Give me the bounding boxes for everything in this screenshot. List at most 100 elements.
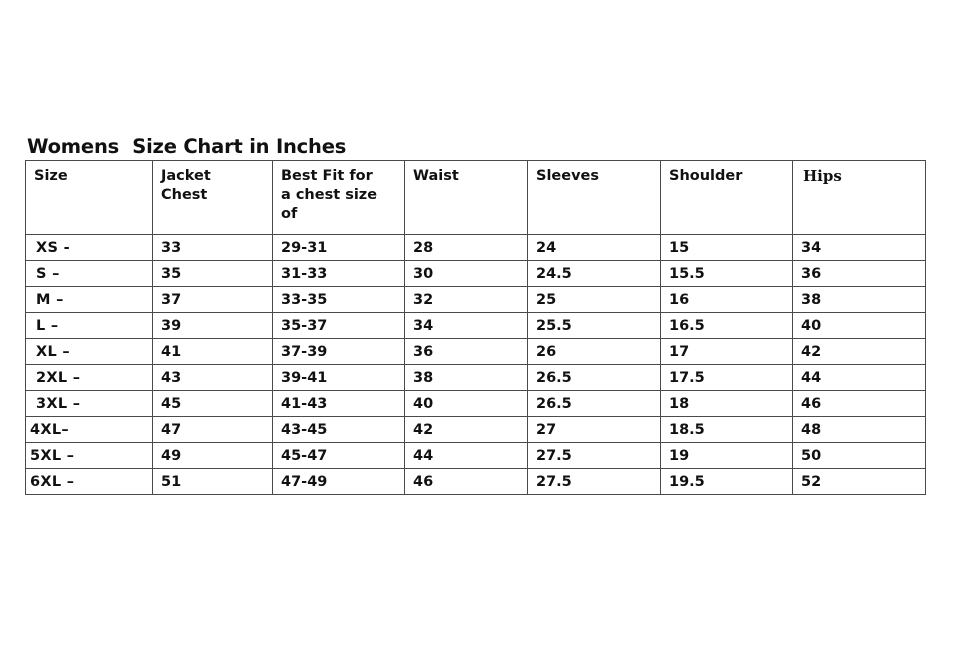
cell-hips: 42 — [792, 338, 926, 365]
column-header-waist: Waist — [404, 160, 528, 235]
table-header-row: Size Jacket Chest Best Fit for a chest s… — [25, 160, 926, 235]
cell-hips: 52 — [792, 468, 926, 495]
cell-hips: 36 — [792, 260, 926, 287]
table-row: 4XL– 47 43-45 42 27 18.5 48 — [25, 416, 926, 443]
size-chart-table: Size Jacket Chest Best Fit for a chest s… — [25, 160, 926, 495]
cell-shoulder: 19 — [660, 442, 793, 469]
cell-size: S – — [25, 260, 153, 287]
cell-jacket-chest: 37 — [152, 286, 273, 313]
cell-jacket-chest: 35 — [152, 260, 273, 287]
cell-best-fit: 31-33 — [272, 260, 405, 287]
cell-waist: 28 — [404, 234, 528, 261]
column-header-size-label: Size — [34, 168, 68, 184]
cell-sleeves: 26.5 — [527, 390, 661, 417]
column-header-shoulder: Shoulder — [660, 160, 793, 235]
column-header-hips-label: Hips — [803, 167, 842, 185]
table-row: 6XL –51 47-49 46 27.5 19.5 52 — [25, 468, 926, 495]
cell-sleeves: 25.5 — [527, 312, 661, 339]
cell-hips: 46 — [792, 390, 926, 417]
size-chart-container: Womens Size Chart in Inches Size Jacket … — [25, 135, 926, 495]
table-row: XL –41 37-39 36 26 17 42 — [25, 338, 926, 365]
cell-waist: 32 — [404, 286, 528, 313]
cell-size: 6XL – — [25, 468, 153, 495]
cell-shoulder: 19.5 — [660, 468, 793, 495]
cell-shoulder: 17.5 — [660, 364, 793, 391]
table-row: 2XL –43 39-41 38 26.5 17.5 44 — [25, 364, 926, 391]
cell-size: L – — [25, 312, 153, 339]
column-header-jacket-chest-label: Jacket Chest — [161, 168, 211, 203]
cell-size: 2XL – — [25, 364, 153, 391]
table-row: 3XL –45 41-43 40 26.5 18 46 — [25, 390, 926, 417]
cell-waist: 44 — [404, 442, 528, 469]
cell-waist: 34 — [404, 312, 528, 339]
column-header-sleeves-label: Sleeves — [536, 168, 599, 184]
table-row: 5XL –49 45-47 44 27.5 19 50 — [25, 442, 926, 469]
cell-waist: 46 — [404, 468, 528, 495]
cell-hips: 50 — [792, 442, 926, 469]
cell-best-fit: 39-41 — [272, 364, 405, 391]
table-row: L –39 35-37 34 25.5 16.5 40 — [25, 312, 926, 339]
column-header-shoulder-label: Shoulder — [669, 168, 743, 184]
cell-waist: 42 — [404, 416, 528, 443]
cell-size: XL – — [25, 338, 153, 365]
table-row: S –35 31-33 30 24.5 15.5 36 — [25, 260, 926, 287]
column-header-hips: Hips — [792, 160, 926, 235]
cell-waist: 40 — [404, 390, 528, 417]
cell-waist: 38 — [404, 364, 528, 391]
table-row: XS -33 29-31 28 24 15 34 — [25, 234, 926, 261]
page-title: Womens Size Chart in Inches — [27, 135, 347, 158]
column-header-best-fit-label: Best Fit for a chest size of — [281, 168, 378, 222]
cell-best-fit: 29-31 — [272, 234, 405, 261]
cell-hips: 34 — [792, 234, 926, 261]
cell-shoulder: 15 — [660, 234, 793, 261]
cell-size: 4XL– — [25, 416, 153, 443]
cell-jacket-chest: 45 — [152, 390, 273, 417]
cell-sleeves: 26.5 — [527, 364, 661, 391]
cell-best-fit: 41-43 — [272, 390, 405, 417]
cell-jacket-chest: 47 — [152, 416, 273, 443]
column-header-best-fit: Best Fit for a chest size of — [272, 160, 405, 235]
cell-jacket-chest: 51 — [152, 468, 273, 495]
cell-shoulder: 18 — [660, 390, 793, 417]
cell-hips: 48 — [792, 416, 926, 443]
cell-sleeves: 26 — [527, 338, 661, 365]
cell-jacket-chest: 33 — [152, 234, 273, 261]
cell-jacket-chest: 43 — [152, 364, 273, 391]
cell-jacket-chest: 49 — [152, 442, 273, 469]
cell-shoulder: 16 — [660, 286, 793, 313]
cell-best-fit: 45-47 — [272, 442, 405, 469]
table-row: M –37 33-35 32 25 16 38 — [25, 286, 926, 313]
cell-hips: 44 — [792, 364, 926, 391]
cell-hips: 38 — [792, 286, 926, 313]
cell-sleeves: 25 — [527, 286, 661, 313]
cell-shoulder: 17 — [660, 338, 793, 365]
cell-size: M – — [25, 286, 153, 313]
cell-best-fit: 37-39 — [272, 338, 405, 365]
cell-hips: 40 — [792, 312, 926, 339]
cell-best-fit: 33-35 — [272, 286, 405, 313]
cell-shoulder: 15.5 — [660, 260, 793, 287]
cell-size: 3XL – — [25, 390, 153, 417]
cell-waist: 30 — [404, 260, 528, 287]
table-header: Size Jacket Chest Best Fit for a chest s… — [25, 160, 926, 235]
cell-sleeves: 24.5 — [527, 260, 661, 287]
cell-shoulder: 16.5 — [660, 312, 793, 339]
cell-waist: 36 — [404, 338, 528, 365]
column-header-jacket-chest: Jacket Chest — [152, 160, 273, 235]
cell-sleeves: 27 — [527, 416, 661, 443]
cell-shoulder: 18.5 — [660, 416, 793, 443]
cell-jacket-chest: 41 — [152, 338, 273, 365]
column-header-waist-label: Waist — [413, 168, 459, 184]
cell-best-fit: 47-49 — [272, 468, 405, 495]
column-header-size: Size — [25, 160, 153, 235]
cell-sleeves: 27.5 — [527, 442, 661, 469]
table-body: XS -33 29-31 28 24 15 34 S –35 31-33 30 24.5 15.5 3… — [25, 234, 926, 495]
cell-jacket-chest: 39 — [152, 312, 273, 339]
column-header-sleeves: Sleeves — [527, 160, 661, 235]
cell-sleeves: 27.5 — [527, 468, 661, 495]
cell-best-fit: 43-45 — [272, 416, 405, 443]
cell-sleeves: 24 — [527, 234, 661, 261]
cell-size: XS - — [25, 234, 153, 261]
cell-size: 5XL – — [25, 442, 153, 469]
cell-best-fit: 35-37 — [272, 312, 405, 339]
